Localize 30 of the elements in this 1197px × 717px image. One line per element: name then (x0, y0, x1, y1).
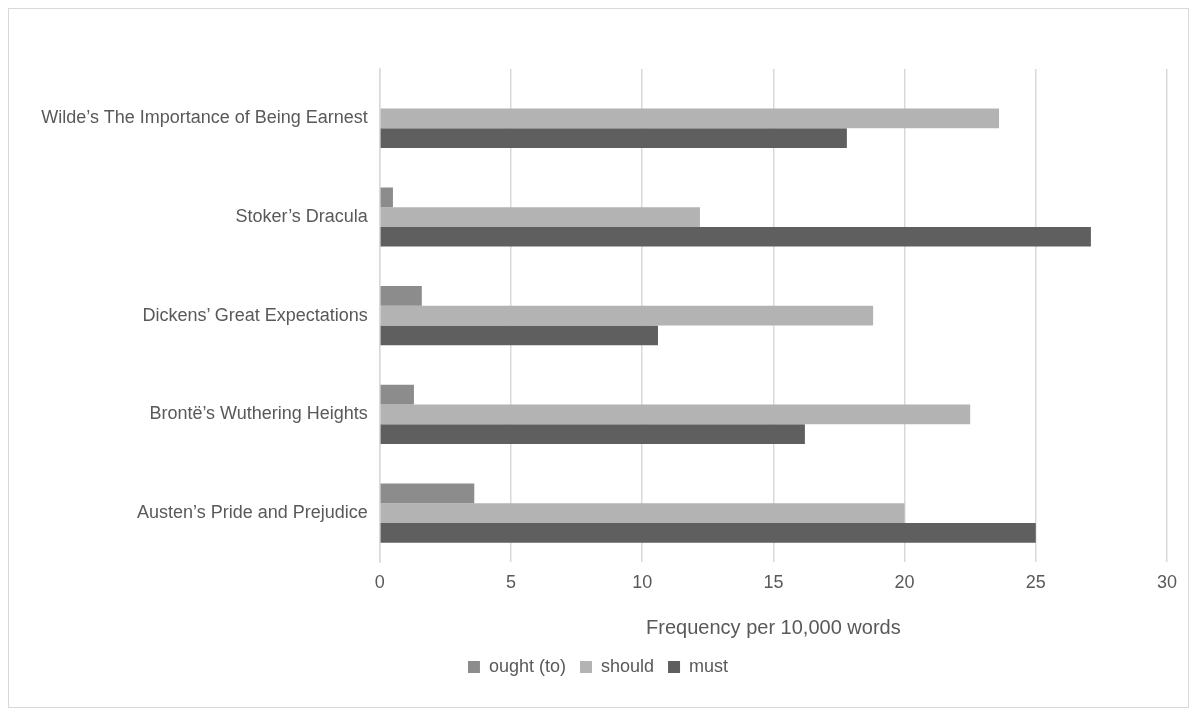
bar (380, 187, 393, 208)
bar (380, 325, 658, 346)
bar (380, 207, 700, 227)
bar (380, 226, 1091, 247)
x-tick-label: 25 (1025, 572, 1046, 593)
bar (380, 503, 905, 523)
bar (380, 424, 805, 444)
x-tick-label: 30 (1156, 572, 1177, 593)
y-tick-label: Wilde’s The Importance of Being Earnest (41, 107, 368, 128)
x-tick-label: 0 (374, 572, 385, 593)
legend-label: should (601, 655, 655, 676)
x-axis-title: Frequency per 10,000 words (646, 615, 901, 638)
bar (380, 522, 1036, 543)
bar (380, 128, 847, 148)
bar (380, 404, 971, 425)
x-tick-label: 10 (632, 572, 653, 593)
bar (380, 384, 414, 405)
bar (380, 305, 874, 326)
y-tick-label: Brontë’s Wuthering Heights (149, 403, 368, 424)
bar (380, 286, 422, 306)
legend-label: ought (to) (488, 655, 566, 676)
y-tick-label: Dickens’ Great Expectations (142, 304, 368, 325)
x-tick-label: 15 (763, 572, 784, 593)
legend-label: must (689, 655, 729, 676)
y-tick-label: Austen’s Pride and Prejudice (137, 502, 368, 523)
y-tick-label: Stoker’s Dracula (235, 205, 369, 226)
bar (380, 108, 1000, 129)
bar (380, 483, 475, 504)
x-tick-label: 20 (894, 572, 915, 593)
x-tick-label: 5 (506, 572, 517, 593)
